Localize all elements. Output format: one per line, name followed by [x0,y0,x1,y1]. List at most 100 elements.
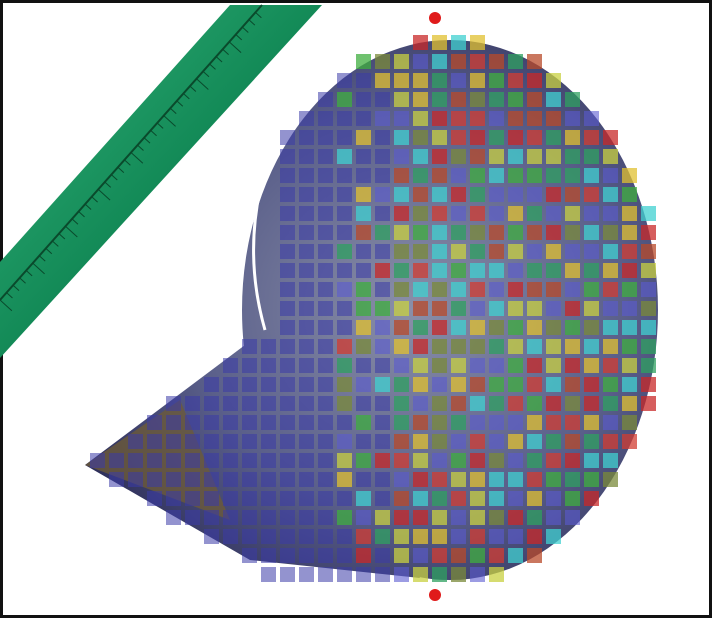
overlay-cell [375,54,390,69]
overlay-cell [299,567,314,582]
overlay-cell [432,73,447,88]
overlay-cell [489,396,504,411]
overlay-cell [451,396,466,411]
overlay-cell [318,244,333,259]
overlay-cell [603,244,618,259]
overlay-cell [470,282,485,297]
overlay-cell [622,244,637,259]
overlay-cell [223,491,238,506]
overlay-cell [166,472,181,487]
overlay-cell [299,415,314,430]
marker-top [429,12,441,24]
overlay-cell [432,301,447,316]
overlay-cell [185,415,200,430]
overlay-cell [242,491,257,506]
overlay-cell [451,567,466,582]
overlay-cell [413,168,428,183]
overlay-cell [622,206,637,221]
overlay-cell [451,510,466,525]
overlay-cell [508,92,523,107]
overlay-cell [451,548,466,563]
overlay-cell [432,54,447,69]
overlay-cell [280,434,295,449]
overlay-cell [508,225,523,240]
overlay-cell [470,377,485,392]
overlay-cell [527,320,542,335]
overlay-cell [641,358,656,373]
overlay-cell [584,225,599,240]
overlay-cell [603,149,618,164]
overlay-cell [280,282,295,297]
overlay-cell [641,339,656,354]
overlay-cell [299,301,314,316]
overlay-cell [489,187,504,202]
overlay-cell [375,567,390,582]
overlay-cell [337,434,352,449]
overlay-cell [527,301,542,316]
overlay-cell [318,415,333,430]
overlay-cell [489,472,504,487]
overlay-cell [337,415,352,430]
overlay-cell [451,111,466,126]
overlay-cell [508,54,523,69]
overlay-cell [223,510,238,525]
overlay-cell [299,491,314,506]
overlay-cell [356,320,371,335]
overlay-cell [375,149,390,164]
overlay-cell [451,339,466,354]
overlay-cell [204,434,219,449]
overlay-cell [508,358,523,373]
overlay-cell [622,225,637,240]
overlay-cell [299,320,314,335]
overlay-cell [622,358,637,373]
overlay-cell [299,130,314,145]
overlay-cell [337,510,352,525]
overlay-cell [299,396,314,411]
overlay-cell [584,263,599,278]
overlay-cell [299,111,314,126]
overlay-cell [185,510,200,525]
overlay-cell [337,168,352,183]
overlay-cell [337,206,352,221]
overlay-cell [299,339,314,354]
overlay-cell [470,396,485,411]
overlay-cell [375,92,390,107]
overlay-cell [318,491,333,506]
overlay-cell [489,567,504,582]
overlay-cell [204,377,219,392]
overlay-cell [280,130,295,145]
overlay-cell [432,339,447,354]
overlay-cell [413,472,428,487]
overlay-cell [603,415,618,430]
overlay-cell [546,415,561,430]
overlay-cell [451,377,466,392]
overlay-cell [527,168,542,183]
overlay-cell [394,168,409,183]
overlay-cell [565,92,580,107]
overlay-cell [318,396,333,411]
overlay-cell [318,529,333,544]
overlay-cell [508,320,523,335]
overlay-cell [603,339,618,354]
overlay-cell [261,529,276,544]
overlay-cell [280,187,295,202]
overlay-cell [318,320,333,335]
overlay-cell [337,244,352,259]
overlay-cell [451,434,466,449]
overlay-cell [432,168,447,183]
overlay-cell [261,453,276,468]
overlay-cell [603,472,618,487]
overlay-cell [280,453,295,468]
overlay-cell [489,54,504,69]
overlay-cell [546,529,561,544]
overlay-cell [394,282,409,297]
overlay-cell [394,453,409,468]
overlay-cell [375,168,390,183]
overlay-cell [622,187,637,202]
overlay-cell [432,358,447,373]
overlay-cell [622,377,637,392]
overlay-cell [223,434,238,449]
overlay-cell [584,187,599,202]
overlay-cell [546,510,561,525]
overlay-cell [584,282,599,297]
